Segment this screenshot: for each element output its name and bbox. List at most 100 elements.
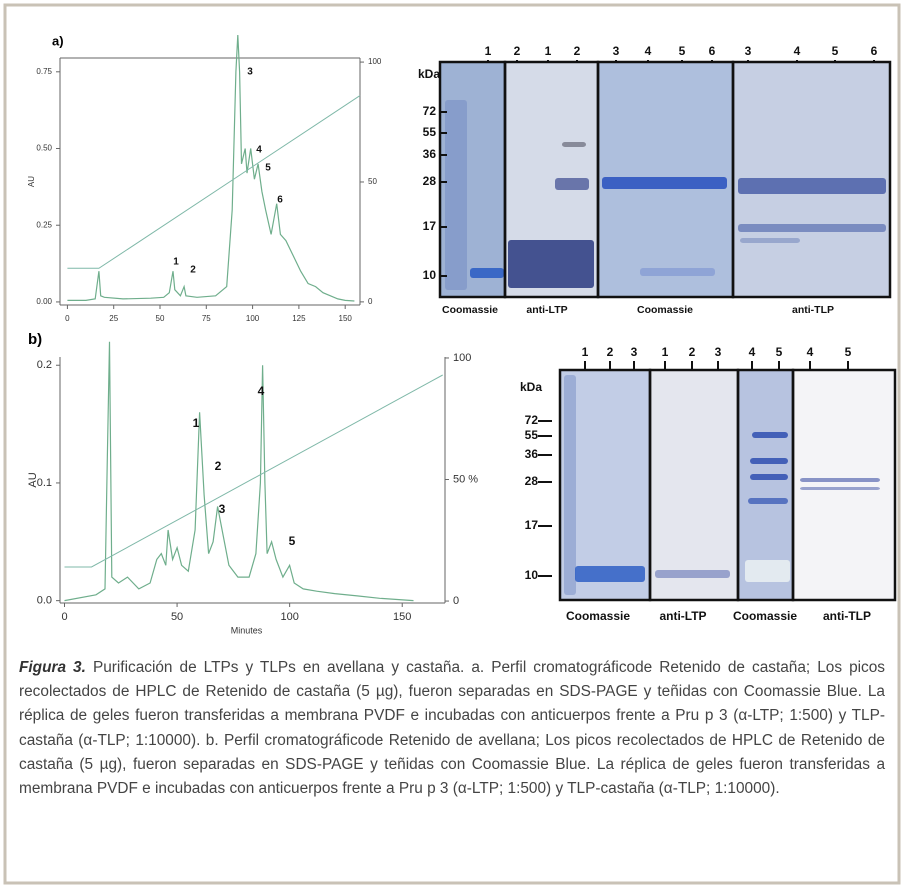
peak-label: 6: [277, 195, 283, 206]
y-axis-label: AU: [27, 472, 39, 487]
gel-band: [740, 238, 800, 243]
x-tick-label: 50: [156, 314, 165, 323]
lane-label: 5: [832, 44, 839, 58]
y-tick-label: 0.75: [36, 67, 52, 76]
gradient-line: [67, 95, 361, 269]
gel-band: [800, 478, 880, 482]
y-tick-label: 0.1: [37, 477, 52, 489]
caption-text: Purificación de LTPs y TLPs en avellana …: [19, 659, 886, 798]
gel-band: [640, 268, 715, 276]
gel-band: [445, 100, 467, 290]
lane-label: 5: [679, 44, 686, 58]
lane-label: 6: [709, 44, 716, 58]
y2-tick-label: 0: [453, 595, 459, 607]
gel-band: [738, 224, 886, 232]
lane-label: 5: [776, 345, 783, 359]
gel-band: [748, 498, 788, 504]
y-tick-label: 0.0: [37, 595, 52, 607]
lane-label: 6: [871, 44, 878, 58]
chromatogram-trace: [64, 341, 414, 602]
gel-band: [555, 178, 589, 190]
lane-label: 3: [613, 44, 620, 58]
peak-label: 4: [258, 384, 265, 398]
peak-label: 1: [193, 416, 200, 430]
marker-label: 17: [525, 518, 539, 532]
lane-label: 5: [845, 345, 852, 359]
y-tick-label: 0.00: [36, 297, 52, 306]
gradient-line: [64, 374, 443, 568]
x-tick-label: 25: [109, 314, 118, 323]
peak-label: 2: [190, 265, 196, 276]
peak-label: 5: [289, 534, 296, 548]
gel-band: [750, 474, 788, 480]
gel-band: [602, 177, 727, 189]
frame: [3, 3, 901, 885]
peak-label: 4: [256, 145, 262, 156]
lane-label: 2: [514, 44, 521, 58]
group-label: Coomassie: [442, 304, 498, 316]
peak-label: 5: [265, 163, 271, 174]
lane-label: 2: [574, 44, 581, 58]
gel-band: [750, 458, 788, 464]
lane-label: 1: [582, 345, 589, 359]
y2-tick-label: 100: [453, 352, 471, 364]
gel-lane-block: [560, 370, 650, 600]
gel-band: [738, 178, 886, 194]
group-label: anti-TLP: [792, 304, 834, 316]
marker-label: 72: [525, 413, 539, 427]
y2-tick-label: 50 %: [453, 473, 478, 485]
x-tick-label: 0: [61, 611, 67, 623]
kda-label: kDa: [418, 67, 440, 81]
y-axis-label: AU: [27, 176, 36, 187]
lane-label: 3: [631, 345, 638, 359]
lane-label: 2: [689, 345, 696, 359]
x-tick-label: 50: [171, 611, 183, 623]
marker-label: 72: [423, 104, 437, 118]
x-tick-label: 0: [65, 314, 70, 323]
lane-label: 4: [645, 44, 652, 58]
gel-band: [470, 268, 504, 278]
y-tick-label: 0.2: [37, 359, 52, 371]
group-label: Coomassie: [637, 304, 693, 316]
group-label: anti-LTP: [659, 609, 706, 623]
gel-lane-block: [650, 370, 738, 600]
x-tick-label: 125: [292, 314, 306, 323]
x-axis-label: Minutes: [231, 625, 263, 635]
x-tick-label: 150: [339, 314, 353, 323]
group-label: anti-LTP: [526, 304, 567, 316]
lane-label: 1: [485, 44, 492, 58]
group-label: Coomassie: [733, 609, 797, 623]
x-tick-label: 100: [280, 611, 298, 623]
x-tick-label: 75: [202, 314, 211, 323]
marker-label: 55: [525, 428, 539, 442]
gel-band: [745, 560, 790, 582]
marker-label: 10: [423, 268, 437, 282]
gel-band: [655, 570, 730, 578]
lane-label: 1: [662, 345, 669, 359]
lane-label: 4: [794, 44, 801, 58]
gel-lane-block: [793, 370, 895, 600]
y-tick-label: 0.50: [36, 144, 52, 153]
marker-label: 28: [423, 174, 437, 188]
marker-label: 10: [525, 568, 539, 582]
x-tick-label: 100: [246, 314, 260, 323]
peak-label: 1: [173, 257, 179, 268]
gel-band: [564, 375, 576, 595]
lane-label: 4: [807, 345, 814, 359]
peak-label: 2: [215, 459, 222, 473]
marker-label: 28: [525, 474, 539, 488]
panel-label: b): [28, 331, 42, 348]
lane-label: 3: [715, 345, 722, 359]
caption: Figura 3. Purificación de LTPs y TLPs en…: [19, 656, 885, 801]
y2-tick-label: 50: [368, 177, 377, 186]
kda-label: kDa: [520, 380, 542, 394]
chromatogram-trace: [67, 34, 355, 302]
peak-label: 3: [247, 67, 253, 78]
lane-label: 3: [745, 44, 752, 58]
caption-label: Figura 3.: [19, 659, 86, 676]
gel-band: [575, 566, 645, 582]
gel-band: [800, 487, 880, 490]
y-tick-label: 0.25: [36, 220, 52, 229]
